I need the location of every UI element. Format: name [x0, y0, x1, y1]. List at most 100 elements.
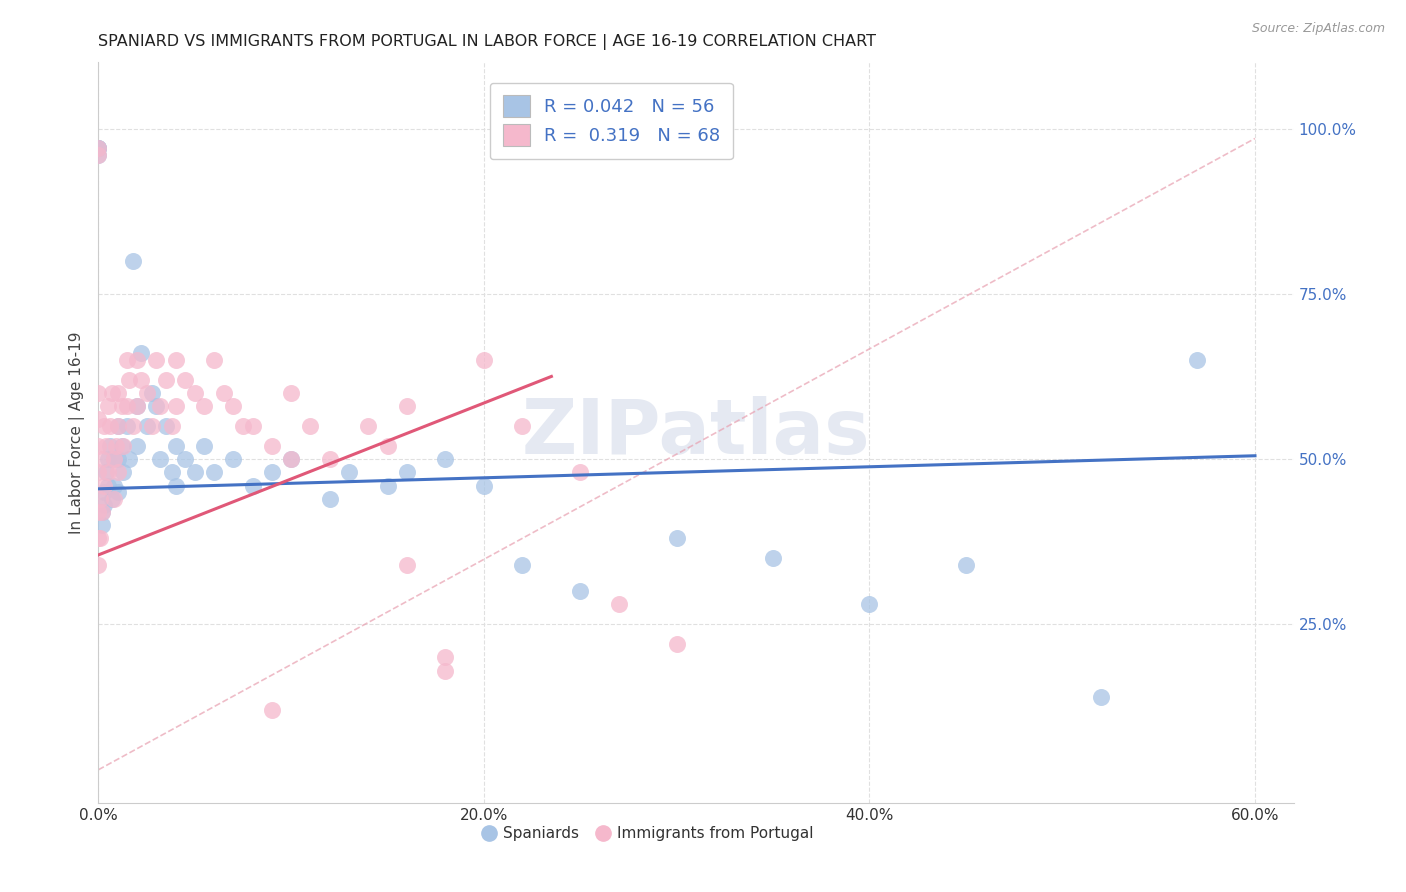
- Point: [155, 419, 177, 434]
- Point: [260, 465, 283, 479]
- Point: [280, 386, 302, 401]
- Point: [87, 141, 110, 155]
- Point: [122, 419, 145, 434]
- Point: [101, 491, 124, 506]
- Point: [117, 419, 139, 434]
- Point: [165, 478, 187, 492]
- Point: [112, 465, 135, 479]
- Point: [125, 399, 148, 413]
- Point: [87, 532, 110, 546]
- Point: [434, 664, 457, 678]
- Point: [260, 439, 283, 453]
- Point: [98, 419, 121, 434]
- Point: [222, 452, 245, 467]
- Point: [434, 452, 457, 467]
- Point: [101, 386, 124, 401]
- Point: [174, 452, 197, 467]
- Point: [129, 373, 152, 387]
- Point: [512, 419, 534, 434]
- Point: [222, 399, 245, 413]
- Point: [94, 465, 117, 479]
- Point: [149, 452, 172, 467]
- Point: [87, 141, 110, 155]
- Point: [472, 478, 495, 492]
- Point: [193, 399, 215, 413]
- Point: [93, 478, 115, 492]
- Point: [87, 148, 110, 162]
- Point: [107, 386, 129, 401]
- Point: [1090, 690, 1112, 704]
- Point: [202, 465, 225, 479]
- Point: [93, 485, 115, 500]
- Point: [377, 439, 399, 453]
- Point: [377, 478, 399, 492]
- Point: [91, 518, 114, 533]
- Point: [242, 419, 264, 434]
- Point: [472, 352, 495, 367]
- Point: [395, 399, 418, 413]
- Point: [232, 419, 254, 434]
- Point: [202, 352, 225, 367]
- Point: [118, 452, 141, 467]
- Point: [165, 352, 187, 367]
- Point: [87, 148, 110, 162]
- Point: [569, 584, 592, 599]
- Point: [145, 352, 167, 367]
- Point: [87, 141, 110, 155]
- Point: [89, 491, 111, 506]
- Point: [87, 558, 110, 572]
- Point: [103, 491, 125, 506]
- Point: [103, 478, 125, 492]
- Point: [107, 452, 129, 467]
- Point: [87, 386, 110, 401]
- Point: [149, 399, 172, 413]
- Point: [319, 491, 342, 506]
- Point: [184, 386, 207, 401]
- Point: [665, 532, 688, 546]
- Point: [103, 452, 125, 467]
- Point: [97, 478, 120, 492]
- Point: [858, 598, 880, 612]
- Point: [569, 465, 592, 479]
- Point: [125, 439, 148, 453]
- Legend: Spaniards, Immigrants from Portugal: Spaniards, Immigrants from Portugal: [477, 820, 820, 847]
- Point: [93, 419, 115, 434]
- Point: [107, 419, 129, 434]
- Point: [117, 352, 139, 367]
- Point: [212, 386, 235, 401]
- Point: [160, 465, 183, 479]
- Point: [87, 505, 110, 519]
- Point: [104, 439, 127, 453]
- Point: [434, 650, 457, 665]
- Point: [97, 399, 120, 413]
- Point: [125, 399, 148, 413]
- Point: [87, 412, 110, 426]
- Point: [117, 399, 139, 413]
- Point: [337, 465, 360, 479]
- Point: [165, 399, 187, 413]
- Point: [110, 399, 132, 413]
- Point: [260, 703, 283, 717]
- Point: [160, 419, 183, 434]
- Point: [357, 419, 380, 434]
- Point: [107, 465, 129, 479]
- Point: [94, 439, 117, 453]
- Point: [135, 386, 157, 401]
- Point: [91, 505, 114, 519]
- Point: [91, 505, 114, 519]
- Point: [155, 373, 177, 387]
- Point: [125, 352, 148, 367]
- Point: [87, 141, 110, 155]
- Point: [87, 439, 110, 453]
- Point: [762, 551, 785, 566]
- Point: [1185, 352, 1208, 367]
- Point: [242, 478, 264, 492]
- Point: [91, 452, 114, 467]
- Point: [141, 386, 163, 401]
- Point: [89, 532, 111, 546]
- Point: [93, 499, 115, 513]
- Point: [122, 253, 145, 268]
- Point: [141, 419, 163, 434]
- Point: [174, 373, 197, 387]
- Y-axis label: In Labor Force | Age 16-19: In Labor Force | Age 16-19: [69, 331, 84, 534]
